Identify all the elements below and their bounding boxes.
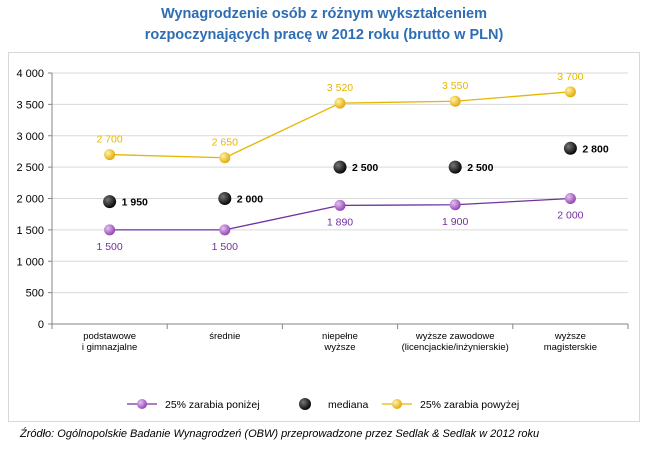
x-category-label: niepełne <box>322 331 358 342</box>
data-point <box>218 192 232 205</box>
x-category-label: i gimnazjalne <box>82 342 137 353</box>
y-tick-label: 1 000 <box>16 256 44 268</box>
legend-label: 25% zarabia poniżej <box>165 399 260 411</box>
x-category-label: wyższe zawodowe <box>415 331 495 342</box>
y-tick-label: 3 000 <box>16 131 44 143</box>
data-label: 3 520 <box>327 82 353 94</box>
x-category-label: średnie <box>209 331 240 342</box>
data-point <box>563 141 577 155</box>
x-category-label: wyższe <box>554 331 586 342</box>
data-label: 1 890 <box>327 216 353 228</box>
y-tick-label: 1 500 <box>16 225 44 237</box>
x-category-label: wyższe <box>323 342 355 353</box>
data-label: 1 950 <box>122 197 148 209</box>
data-point <box>104 224 116 236</box>
x-category-label: podstawowe <box>83 331 136 342</box>
data-label: 3 700 <box>557 71 583 83</box>
y-tick-label: 3 500 <box>16 99 44 111</box>
data-point <box>334 97 346 109</box>
data-label: 3 550 <box>442 80 468 92</box>
data-label: 1 900 <box>442 216 468 228</box>
y-tick-label: 500 <box>26 288 44 300</box>
y-tick-label: 0 <box>38 319 44 331</box>
x-category-label: (licencjackie/inżynierskie) <box>402 342 509 353</box>
y-tick-label: 4 000 <box>16 68 44 80</box>
chart-title: Wynagrodzenie osób z różnym wykształceni… <box>0 4 648 46</box>
data-point <box>104 149 116 161</box>
data-label: 2 000 <box>237 194 263 206</box>
data-label: 2 700 <box>96 134 122 146</box>
data-point <box>219 224 231 236</box>
y-tick-label: 2 000 <box>16 194 44 206</box>
source-note: Źródło: Ogólnopolskie Badanie Wynagrodze… <box>20 428 540 440</box>
legend-marker <box>299 398 311 410</box>
x-category-label: magisterskie <box>544 342 597 353</box>
data-label: 1 500 <box>96 241 122 253</box>
y-tick-label: 2 500 <box>16 162 44 174</box>
data-label: 1 500 <box>212 241 238 253</box>
data-label: 2 800 <box>582 143 608 155</box>
data-point <box>334 199 346 211</box>
data-label: 2 650 <box>212 137 238 149</box>
legend-marker <box>137 399 147 409</box>
data-point <box>449 199 461 211</box>
chart-title-line-1: Wynagrodzenie osób z różnym wykształceni… <box>160 6 488 22</box>
chart-frame <box>8 52 640 422</box>
data-point <box>449 95 461 107</box>
legend-label: mediana <box>328 399 368 411</box>
data-label: 2 000 <box>557 210 583 222</box>
legend-marker <box>392 399 402 409</box>
data-point <box>219 152 231 164</box>
legend-label: 25% zarabia powyżej <box>420 399 519 411</box>
data-point <box>103 195 117 209</box>
chart-title-line-2: rozpoczynających pracę w 2012 roku (brut… <box>144 27 504 43</box>
data-label: 2 500 <box>352 162 378 174</box>
data-point <box>448 160 462 174</box>
data-point <box>333 160 347 174</box>
data-label: 2 500 <box>467 162 493 174</box>
data-point <box>564 193 576 204</box>
data-point <box>564 86 576 98</box>
